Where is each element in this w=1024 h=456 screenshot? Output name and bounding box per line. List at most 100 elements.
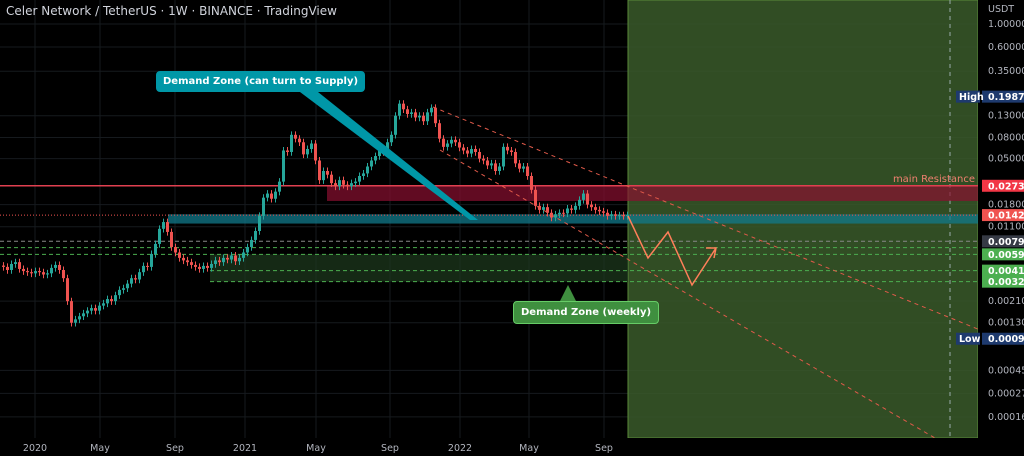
candle: [498, 166, 501, 171]
candle: [222, 257, 225, 263]
projection-path: [627, 215, 717, 287]
candle: [574, 205, 577, 210]
candle: [370, 160, 373, 167]
candle: [34, 271, 37, 274]
candle: [226, 257, 229, 260]
candle: [434, 107, 437, 124]
price-tick: 0.01100: [988, 222, 1024, 233]
drawings: main Resistance: [300, 92, 986, 439]
candle: [78, 316, 81, 320]
price-badge-label: [956, 90, 980, 103]
candle: [558, 212, 561, 215]
price-tick: 0.13000: [988, 111, 1024, 122]
candle: [174, 247, 177, 253]
candle: [214, 260, 217, 264]
candle: [458, 142, 461, 148]
candle: [102, 303, 105, 306]
time-axis: 2020 May Sep 2021 May Sep 2022 May Sep: [0, 438, 1024, 456]
candle: [38, 271, 41, 273]
candle: [390, 134, 393, 143]
candle: [386, 142, 389, 152]
candle: [322, 170, 325, 181]
candle: [230, 255, 233, 260]
candle: [18, 262, 21, 269]
candle: [274, 191, 277, 199]
candle: [614, 214, 617, 216]
candle: [298, 138, 301, 143]
price-badge-value: 0.00595: [988, 250, 1024, 261]
candle: [438, 123, 441, 139]
candle: [154, 243, 157, 254]
time-tick: May: [306, 443, 326, 454]
candle: [570, 208, 573, 210]
price-badge: [982, 235, 1024, 248]
candle: [426, 112, 429, 122]
price-tick: 0.00130: [988, 318, 1024, 329]
candle: [54, 264, 57, 268]
candle: [182, 257, 185, 261]
candle: [254, 231, 257, 240]
time-tick: Sep: [166, 443, 184, 454]
candle: [90, 308, 93, 311]
price-badge-label-text: Low: [959, 334, 981, 345]
candle: [82, 313, 85, 317]
candle: [198, 266, 201, 269]
weekly-demand-zone: [210, 254, 628, 282]
candle: [406, 109, 409, 115]
price-badge-value: 0.00795: [988, 237, 1024, 248]
candle: [262, 197, 265, 216]
candle: [526, 166, 529, 176]
candle: [586, 193, 589, 205]
candle: [450, 139, 453, 144]
price-badge: [982, 275, 1024, 288]
demand-zone: [168, 214, 978, 224]
candle: [150, 253, 153, 267]
candle: [466, 150, 469, 154]
candle: [246, 247, 249, 253]
main-resistance-label: main Resistance: [893, 174, 975, 185]
candle: [146, 265, 149, 267]
time-axis-bg: [0, 438, 1024, 456]
candle: [470, 148, 473, 154]
price-tick: 0.60000: [988, 42, 1024, 53]
price-tick: 1.00000: [988, 19, 1024, 30]
candle: [510, 150, 513, 152]
candle: [602, 211, 605, 213]
candle: [278, 181, 281, 192]
candle: [30, 272, 33, 274]
price-tick: 0.35000: [988, 66, 1024, 77]
candle: [342, 180, 345, 185]
candle: [162, 222, 165, 229]
price-badge: [982, 209, 1024, 222]
candle: [534, 189, 537, 206]
price-badge-label-text: High: [959, 92, 984, 103]
candle: [374, 156, 377, 161]
candle: [494, 163, 497, 171]
candle: [358, 175, 361, 182]
candle: [502, 146, 505, 167]
candle: [10, 263, 13, 270]
candle: [98, 305, 101, 311]
candle: [126, 283, 129, 289]
candle: [250, 239, 253, 248]
candle: [58, 264, 61, 270]
candle: [270, 193, 273, 199]
candle: [334, 183, 337, 187]
candle: [422, 115, 425, 122]
candle: [218, 260, 221, 263]
candle: [618, 215, 621, 217]
projection-arrowhead-icon: [706, 247, 717, 259]
candle: [286, 150, 289, 152]
candle: [590, 204, 593, 208]
candle: [194, 264, 197, 267]
candle: [482, 158, 485, 161]
candle: [210, 263, 213, 268]
candle: [446, 143, 449, 147]
candle: [442, 138, 445, 147]
candle: [318, 160, 321, 181]
candle: [394, 115, 397, 135]
price-tick: 0.00016: [988, 412, 1024, 423]
time-tick: 2021: [233, 443, 257, 454]
candle: [478, 151, 481, 159]
